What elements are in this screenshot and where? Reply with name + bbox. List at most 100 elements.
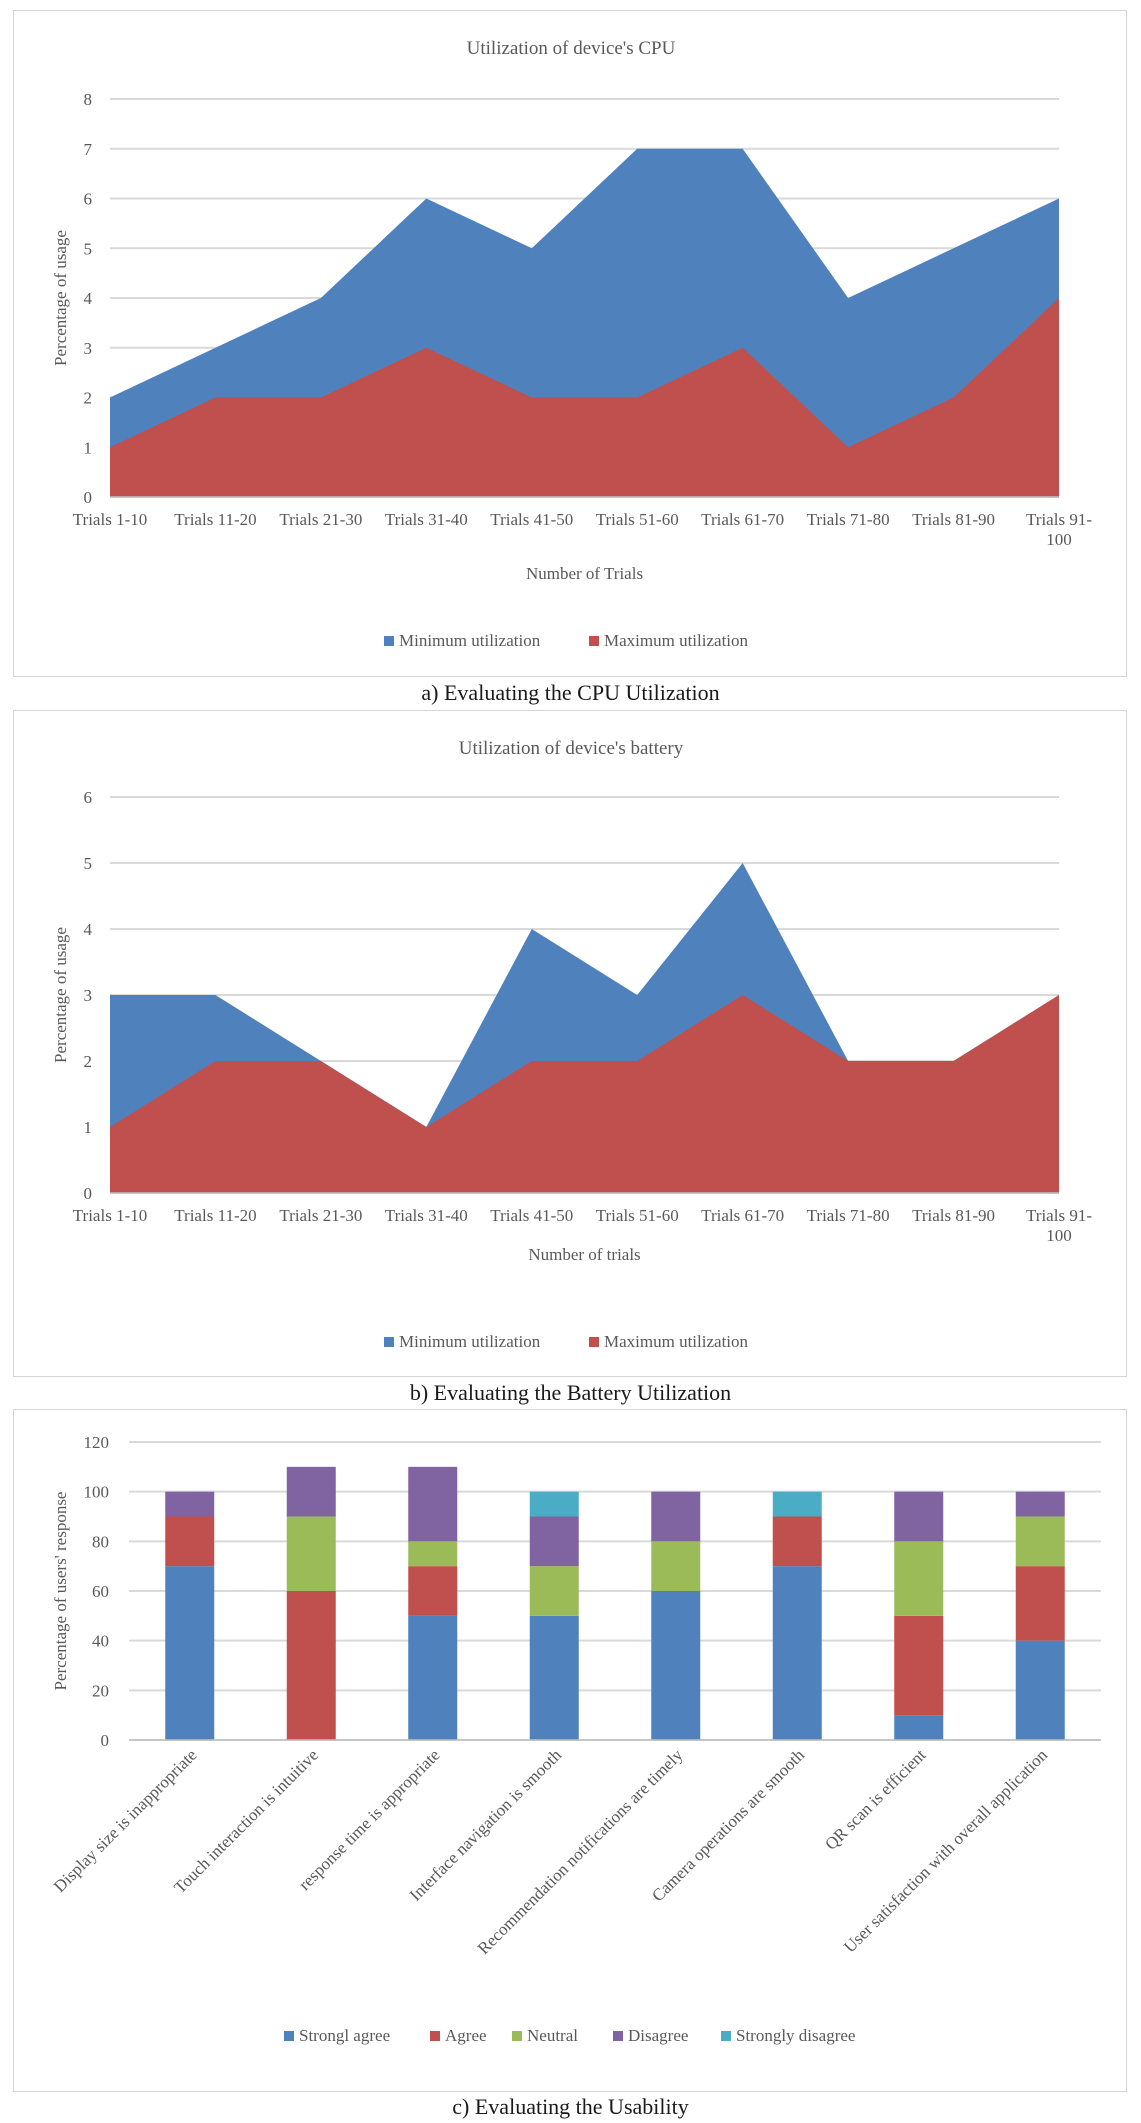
bar-segment-strongly-disagree	[772, 1491, 822, 1517]
y-tick-label: 7	[84, 140, 93, 159]
y-tick-label: 1	[84, 1118, 93, 1137]
x-tick-label: Trials 51-60	[596, 510, 679, 529]
y-tick-label: 3	[84, 986, 93, 1005]
y-tick-label: 60	[92, 1582, 109, 1601]
y-tick-label: 6	[84, 190, 93, 209]
bar-segment-strongl-agree	[529, 1615, 579, 1740]
x-tick-label: Recommendation notifications are timely	[474, 1745, 687, 1958]
y-tick-label: 100	[84, 1483, 110, 1502]
x-tick-label: Trials 61-70	[701, 1206, 784, 1225]
usability-chart: 0 20 40 60 80 100 120 Display size is inappropr…	[50, 1433, 1101, 2045]
area-series-maximum	[110, 298, 1059, 497]
x-tick-label: Trials 21-30	[279, 1206, 362, 1225]
x-tick-label: Display size is inappropriate	[50, 1745, 201, 1896]
legend-swatch	[721, 2031, 731, 2041]
battery-chart-panel: Utilization of device's battery 0 1 2 3 4 5 6 Tr…	[13, 710, 1127, 1377]
bar-segment-strongl-agree	[772, 1566, 822, 1740]
bar-segment-agree	[286, 1591, 336, 1740]
x-tick-label: Trials 41-50	[490, 1206, 573, 1225]
x-tick-label-part: 100	[1046, 530, 1072, 549]
bar-segment-disagree	[165, 1491, 215, 1517]
y-axis-title: Percentage of usage	[51, 927, 70, 1063]
y-tick-label: 6	[84, 788, 93, 807]
y-tick-label: 80	[92, 1532, 109, 1551]
x-tick-label: User satisfaction with overall applicati…	[840, 1745, 1051, 1956]
chart-title: Utilization of device's battery	[459, 738, 684, 759]
y-tick-label: 5	[84, 239, 93, 258]
y-tick-label: 0	[101, 1731, 110, 1750]
bar-segment-strongl-agree	[1015, 1640, 1065, 1740]
x-tick-label: Trials 41-50	[490, 510, 573, 529]
y-tick-label: 5	[84, 854, 93, 873]
y-tick-label: 20	[92, 1681, 109, 1700]
y-tick-label: 1	[84, 438, 93, 457]
bar-segment-strongl-agree	[408, 1615, 458, 1740]
x-tick-label-part: 100	[1046, 1226, 1072, 1245]
bar-segment-neutral	[651, 1541, 701, 1591]
x-tick-label: Trials 11-20	[174, 1206, 256, 1225]
legend-label: Strongl agree	[299, 2026, 390, 2045]
chart-title: Utilization of device's CPU	[467, 38, 676, 59]
bar-segment-disagree	[529, 1516, 579, 1567]
bar-segment-strongl-agree	[651, 1591, 701, 1740]
legend-swatch	[589, 636, 599, 646]
y-tick-label: 3	[84, 339, 93, 358]
x-tick-label: Trials 61-70	[701, 510, 784, 529]
bar-segment-neutral	[286, 1516, 336, 1591]
legend-label: Strongly disagree	[736, 2026, 855, 2045]
legend-label: Minimum utilization	[399, 1332, 541, 1351]
bar-segment-agree	[408, 1566, 458, 1616]
x-tick-label: Trials 1-10	[73, 510, 147, 529]
x-tick-label: Trials 1-10	[73, 1206, 147, 1225]
x-tick-label: Trials 51-60	[596, 1206, 679, 1225]
bar-segment-neutral	[894, 1541, 944, 1616]
x-tick-label: Trials 71-80	[807, 510, 890, 529]
x-axis-title: Number of trials	[528, 1245, 640, 1264]
legend-swatch	[613, 2031, 623, 2041]
y-tick-label: 4	[84, 289, 93, 308]
y-tick-label: 4	[84, 920, 93, 939]
cpu-chart-panel: Utilization of device's CPU 0 1 2 3 4 5 6 7 8 Tria…	[13, 10, 1127, 677]
x-tick-label: Trials 21-30	[279, 510, 362, 529]
caption-battery: b) Evaluating the Battery Utilization	[409, 1380, 732, 1405]
caption-usability: c) Evaluating the Usability	[452, 2094, 689, 2119]
bar-segment-agree	[894, 1615, 944, 1716]
y-axis-title: Percentage of users' response	[51, 1492, 70, 1691]
y-tick-label: 2	[84, 1052, 93, 1071]
bar-segment-disagree	[408, 1466, 458, 1542]
bar-segment-disagree	[894, 1491, 944, 1542]
bar-segment-strongl-agree	[165, 1566, 215, 1740]
legend-swatch	[284, 2031, 294, 2041]
bar-segment-strongl-agree	[894, 1715, 944, 1740]
x-tick-label: Trials 71-80	[807, 1206, 890, 1225]
y-tick-label: 2	[84, 389, 93, 408]
battery-utilization-chart: Utilization of device's battery 0 1 2 3 4 5 6 Tr…	[51, 738, 1092, 1351]
legend-label: Maximum utilization	[604, 631, 749, 650]
cpu-utilization-chart: Utilization of device's CPU 0 1 2 3 4 5 6 7 8 Tria…	[51, 38, 1092, 650]
legend-swatch	[512, 2031, 522, 2041]
x-tick-label: QR scan is efficient	[821, 1745, 930, 1854]
y-tick-label: 120	[84, 1433, 110, 1452]
x-tick-label: Trials 31-40	[385, 1206, 468, 1225]
y-tick-label: 40	[92, 1632, 109, 1651]
y-tick-label: 0	[84, 1184, 93, 1203]
x-tick-label: Trials 81-90	[912, 510, 995, 529]
x-tick-label-part: Trials 91-	[1026, 1206, 1092, 1225]
caption-cpu: a) Evaluating the CPU Utilization	[421, 680, 720, 705]
x-tick-label-part: Trials 91-	[1026, 510, 1092, 529]
y-tick-label: 8	[84, 90, 93, 109]
y-axis-title: Percentage of usage	[51, 230, 70, 366]
bar-segment-neutral	[529, 1566, 579, 1616]
legend-swatch	[589, 1337, 599, 1347]
usability-chart-panel: 0 20 40 60 80 100 120 Display size is inappropr…	[13, 1409, 1127, 2092]
legend-label: Disagree	[628, 2026, 688, 2045]
bar-segment-agree	[165, 1516, 215, 1567]
legend-swatch	[384, 1337, 394, 1347]
legend-swatch	[384, 636, 394, 646]
legend-swatch	[430, 2031, 440, 2041]
y-tick-label: 0	[84, 488, 93, 507]
legend-label: Agree	[445, 2026, 487, 2045]
bar-segment-agree	[772, 1516, 822, 1567]
legend-label: Neutral	[527, 2026, 578, 2045]
x-tick-label: response time is appropriate	[295, 1745, 444, 1894]
